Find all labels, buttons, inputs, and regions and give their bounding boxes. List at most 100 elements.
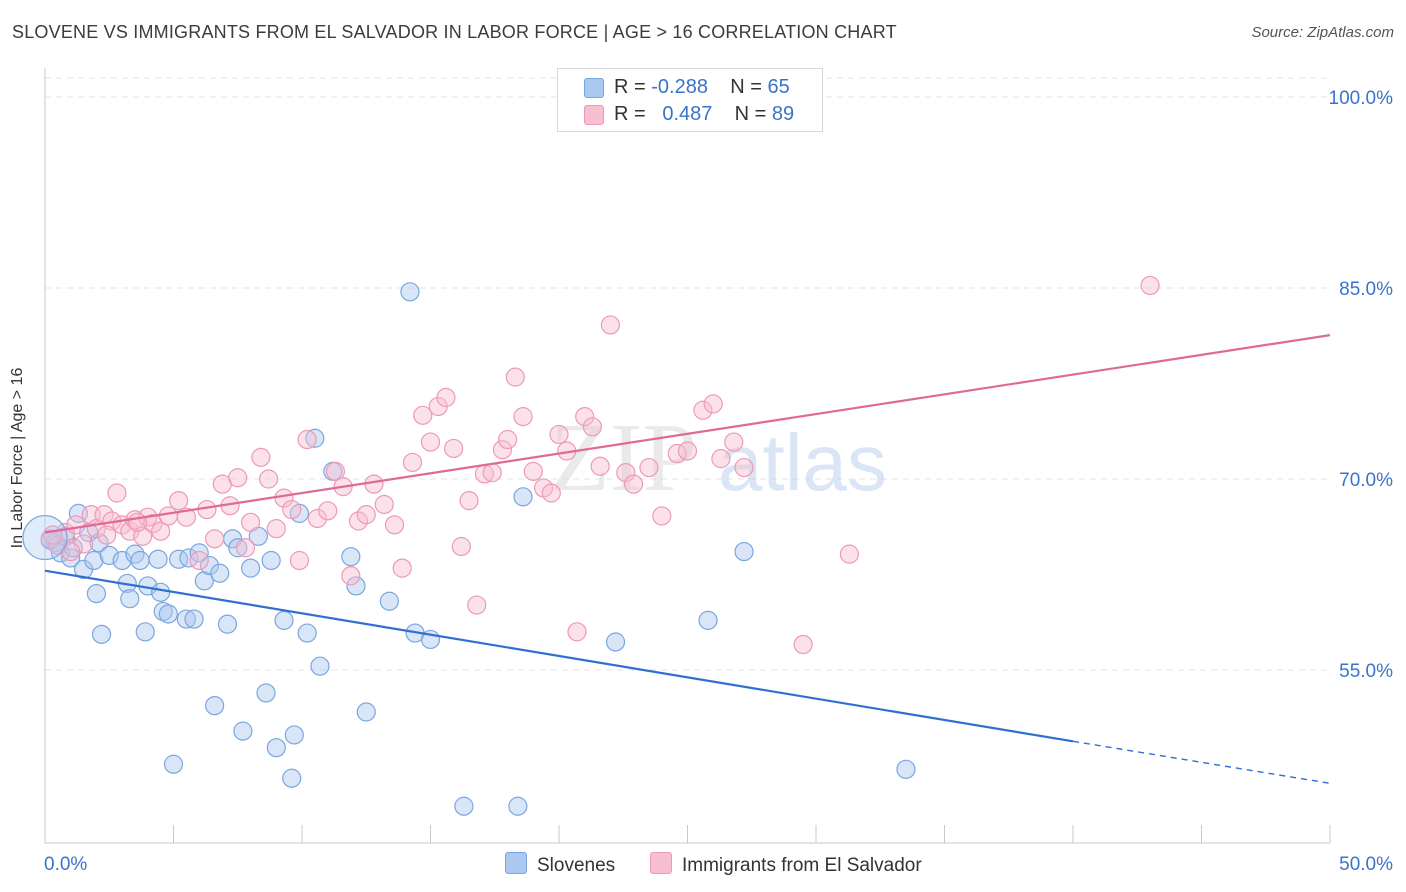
- slovenes-point: [896, 759, 916, 779]
- el-salvador-point: [235, 538, 256, 558]
- el-salvador-point: [541, 483, 561, 503]
- el-salvador-point: [151, 521, 171, 541]
- el-salvador-point: [176, 507, 196, 527]
- bottom-legend-slovenes: Slovenes: [505, 852, 615, 877]
- correlation-legend: R = -0.288 N = 65 R = 0.487 N = 89: [557, 68, 823, 132]
- bottom-legend-el-salvador: Immigrants from El Salvador: [650, 852, 922, 877]
- slovenes-point: [176, 609, 196, 629]
- legend-n-value: 65: [767, 76, 790, 98]
- y-tick-label: 85.0%: [1339, 279, 1393, 300]
- slovenes-point: [605, 632, 626, 652]
- slovenes-point: [297, 623, 317, 643]
- slovenes-point: [86, 583, 107, 604]
- el-salvador-point: [677, 441, 698, 461]
- el-salvador-point: [97, 525, 117, 545]
- slovenes-point: [199, 555, 220, 576]
- source-credit: Source: ZipAtlas.com: [1251, 24, 1394, 41]
- slovenes-point: [205, 696, 225, 716]
- el-salvador-point: [549, 424, 569, 445]
- el-salvador-point: [307, 508, 328, 529]
- slovenes-point: [241, 558, 261, 578]
- slovenes-swatch: [505, 852, 527, 874]
- el-salvador-point: [734, 457, 754, 478]
- el-salvador-point: [616, 463, 636, 483]
- el-salvador-point: [451, 536, 471, 557]
- el-salvador-point: [282, 499, 302, 520]
- slovenes-point: [513, 487, 533, 507]
- el-salvador-point: [127, 512, 148, 532]
- el-salvador-point: [420, 432, 441, 452]
- el-salvador-point: [289, 550, 310, 571]
- slovenes-point: [45, 533, 65, 553]
- el-salvador-swatch: [584, 105, 604, 125]
- slovenes-point: [151, 582, 171, 602]
- el-salvador-point: [1140, 275, 1160, 296]
- x-tick-label: 50.0%: [1339, 854, 1393, 875]
- slovenes-point: [266, 738, 286, 758]
- watermark-atlas: atlas: [718, 418, 887, 507]
- slovenes-point: [282, 768, 302, 788]
- el-salvador-point: [623, 474, 644, 494]
- legend-r-value: 0.487: [662, 103, 713, 125]
- el-salvador-point: [392, 558, 412, 578]
- el-salvador-point: [158, 506, 178, 526]
- el-salvador-point: [492, 440, 513, 460]
- el-salvador-point: [364, 474, 384, 494]
- el-salvador-point: [793, 634, 813, 655]
- el-salvador-point: [325, 461, 346, 481]
- el-salvador-trendline: [44, 334, 1331, 534]
- slovenes-point: [84, 550, 104, 571]
- el-salvador-point: [703, 394, 723, 414]
- y-tick-label: 100.0%: [1329, 88, 1394, 109]
- slovenes-point: [734, 541, 754, 562]
- el-salvador-point: [341, 566, 361, 586]
- el-salvador-point: [523, 461, 543, 481]
- el-salvador-point: [639, 457, 659, 478]
- el-salvador-point: [693, 400, 713, 420]
- el-salvador-point: [356, 505, 376, 525]
- slovenes-point: [91, 624, 112, 644]
- slovenes-trendline: [44, 569, 1074, 743]
- slovenes-point: [210, 563, 230, 583]
- el-salvador-point: [384, 515, 405, 535]
- legend-r-label: R =: [614, 76, 652, 98]
- slovenes-point: [256, 683, 276, 703]
- slovenes-point: [22, 514, 68, 561]
- el-salvador-point: [505, 367, 525, 387]
- el-salvador-point: [251, 447, 271, 467]
- el-salvador-point: [590, 456, 610, 476]
- el-salvador-point: [66, 515, 86, 535]
- y-tick-label: 55.0%: [1339, 661, 1393, 682]
- slovenes-point: [454, 796, 474, 816]
- slovenes-point: [356, 702, 376, 722]
- el-salvador-point: [143, 513, 163, 534]
- slovenes-point: [379, 591, 399, 611]
- slovenes-point: [194, 571, 214, 591]
- el-salvador-point: [582, 417, 603, 437]
- el-salvador-point: [189, 550, 209, 571]
- slovenes-swatch: [584, 78, 604, 98]
- slovenes-point: [284, 725, 304, 745]
- el-salvador-point: [205, 529, 225, 549]
- chart-title: SLOVENE VS IMMIGRANTS FROM EL SALVADOR I…: [12, 22, 897, 42]
- slovenes-point: [89, 533, 109, 553]
- bottom-legend-label: Slovenes: [537, 855, 616, 876]
- legend-n-value: 89: [771, 103, 795, 125]
- slovenes-point: [99, 545, 119, 566]
- slovenes-point: [169, 549, 189, 569]
- bottom-legend-label: Immigrants from El Salvador: [682, 855, 922, 876]
- el-salvador-point: [241, 512, 261, 532]
- el-salvador-point: [169, 491, 189, 511]
- slovenes-point: [163, 754, 184, 774]
- el-salvador-point: [652, 506, 672, 526]
- el-salvador-point: [459, 491, 479, 511]
- el-salvador-point: [402, 452, 423, 473]
- el-salvador-point: [266, 519, 286, 539]
- el-salvador-point: [318, 501, 338, 521]
- el-salvador-point: [258, 469, 279, 489]
- slovenes-point: [508, 796, 528, 816]
- el-salvador-point: [297, 429, 317, 450]
- slovenes-point: [130, 550, 150, 571]
- y-axis-label: In Labor Force | Age > 16: [9, 367, 26, 549]
